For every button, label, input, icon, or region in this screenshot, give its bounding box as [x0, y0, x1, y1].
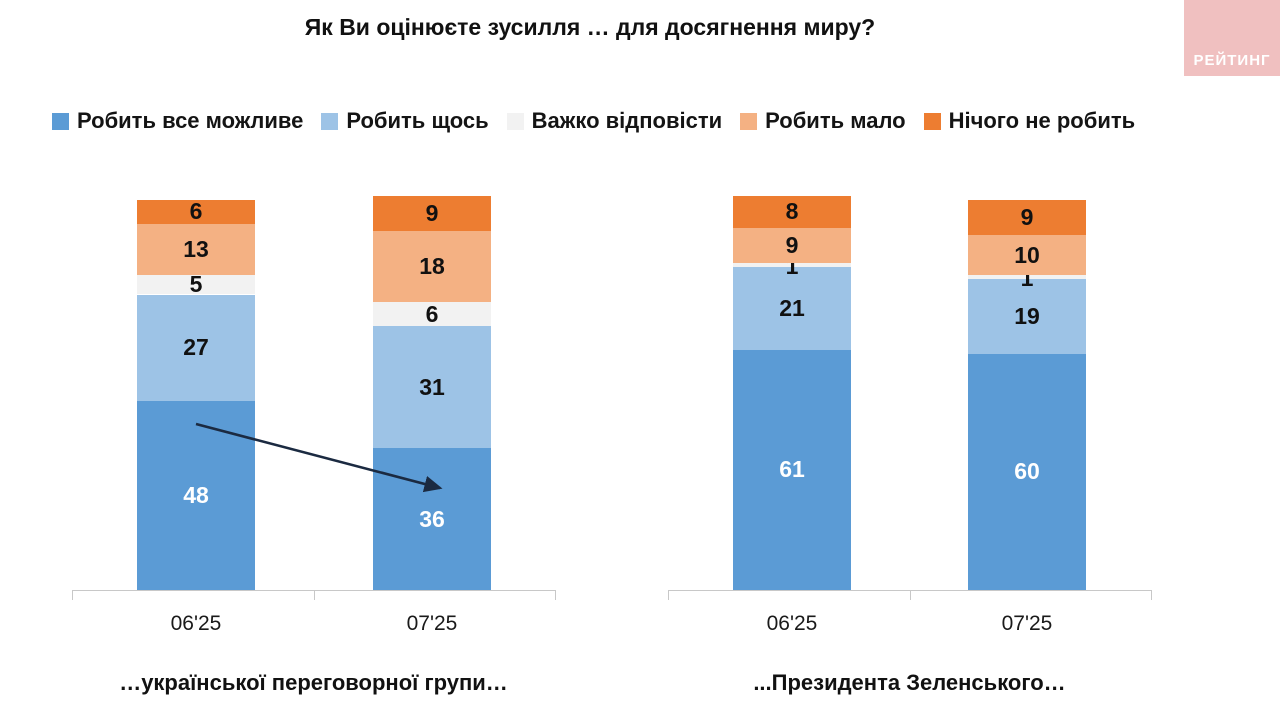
x-axis-category-label: 06'25 [170, 612, 222, 635]
chart-legend: Робить все можливе Робить щось Важко відпо… [52, 108, 1232, 134]
bar-segment-value: 6 [425, 300, 439, 327]
x-axis-line [668, 590, 1151, 591]
brand-logo: РЕЙТИНГ [1184, 0, 1280, 76]
bar-segment: 19 [968, 278, 1086, 354]
legend-item[interactable]: Нічого не робить [923, 108, 1136, 134]
bar-segment: 9 [733, 227, 851, 263]
x-axis-tick [1151, 590, 1152, 600]
bar-segment: 61 [733, 349, 851, 590]
legend-item[interactable]: Робить мало [740, 108, 906, 134]
bar-segment-value: 13 [183, 235, 209, 262]
legend-item-label: Робить все можливе [77, 108, 304, 133]
bar-segment: 6 [137, 200, 255, 224]
legend-swatch-icon [740, 112, 758, 130]
bar-segment-value: 48 [183, 481, 209, 508]
legend-swatch-icon [321, 112, 339, 130]
x-axis-tick [555, 590, 556, 600]
bar-segment-value: 8 [785, 198, 799, 225]
bar-segment: 36 [373, 448, 491, 590]
bar-segment-value: 9 [1020, 204, 1034, 231]
bar-segment: 18 [373, 231, 491, 303]
chart-caption: …української переговорної групи… [119, 670, 508, 695]
legend-swatch-icon [923, 112, 941, 130]
bar-segment: 1 [968, 267, 1086, 290]
brand-logo-text: РЕЙТИНГ [1193, 52, 1271, 69]
bar-segment: 60 [968, 353, 1086, 590]
x-axis-tick [72, 590, 73, 600]
bar-segment-value: 31 [419, 373, 445, 400]
x-axis-category-label: 07'25 [406, 612, 458, 635]
x-axis-category-label: 06'25 [766, 612, 818, 635]
x-axis-tick [314, 590, 315, 600]
bar-segment: 21 [733, 266, 851, 350]
bar-segment-value: 61 [779, 456, 805, 483]
bar-segment: 8 [733, 196, 851, 228]
bar-segment: 27 [137, 294, 255, 401]
bar-segment: 48 [137, 400, 255, 590]
x-axis-tick [668, 590, 669, 600]
bar-segment-value: 19 [1014, 302, 1040, 329]
bar-segment-value: 36 [419, 505, 445, 532]
bar-segment-value: 18 [419, 253, 445, 280]
legend-item[interactable]: Робить щось [321, 108, 489, 134]
legend-item[interactable]: Робить все можливе [52, 108, 303, 134]
bar-segment: 6 [373, 300, 491, 327]
bar-segment: 5 [137, 271, 255, 298]
x-axis-tick [910, 590, 911, 600]
stacked-bar: 48 27 5 13 6 [137, 200, 255, 590]
bar-segment-value: 9 [785, 231, 799, 258]
stacked-bar: 36 31 6 18 9 [373, 196, 491, 590]
legend-item[interactable]: Важко відповісти [506, 108, 723, 134]
legend-item-label: Нічого не робить [948, 108, 1136, 133]
bar-segment: 9 [373, 196, 491, 232]
stacked-bar: 60 19 1 10 9 [968, 199, 1086, 590]
bar-segment-value: 60 [1014, 458, 1040, 485]
bar-segment: 10 [968, 235, 1086, 275]
x-axis-category-label: 07'25 [1001, 612, 1053, 635]
bar-segment-value: 9 [425, 200, 439, 227]
bar-segment: 31 [373, 326, 491, 449]
bar-segment-value: 27 [183, 334, 209, 361]
bar-segment-value: 6 [189, 198, 203, 225]
bar-segment-value: 21 [779, 294, 805, 321]
legend-item-label: Робить мало [765, 108, 906, 133]
bar-segment: 13 [137, 223, 255, 275]
x-axis-line [72, 590, 555, 591]
legend-item-label: Важко відповісти [531, 108, 723, 133]
page-title: Як Ви оцінюєте зусилля … для досягнення … [304, 14, 876, 40]
chart-caption: ...Президента Зеленського… [753, 670, 1066, 695]
legend-swatch-icon [52, 112, 69, 130]
legend-swatch-icon [506, 112, 524, 130]
bar-segment: 1 [733, 255, 851, 278]
stacked-bar: 61 21 1 9 8 [733, 196, 851, 590]
bar-segment-value: 10 [1014, 241, 1040, 268]
legend-item-label: Робить щось [346, 108, 489, 133]
bar-segment-value: 5 [189, 271, 203, 298]
bar-segment: 9 [968, 199, 1086, 236]
